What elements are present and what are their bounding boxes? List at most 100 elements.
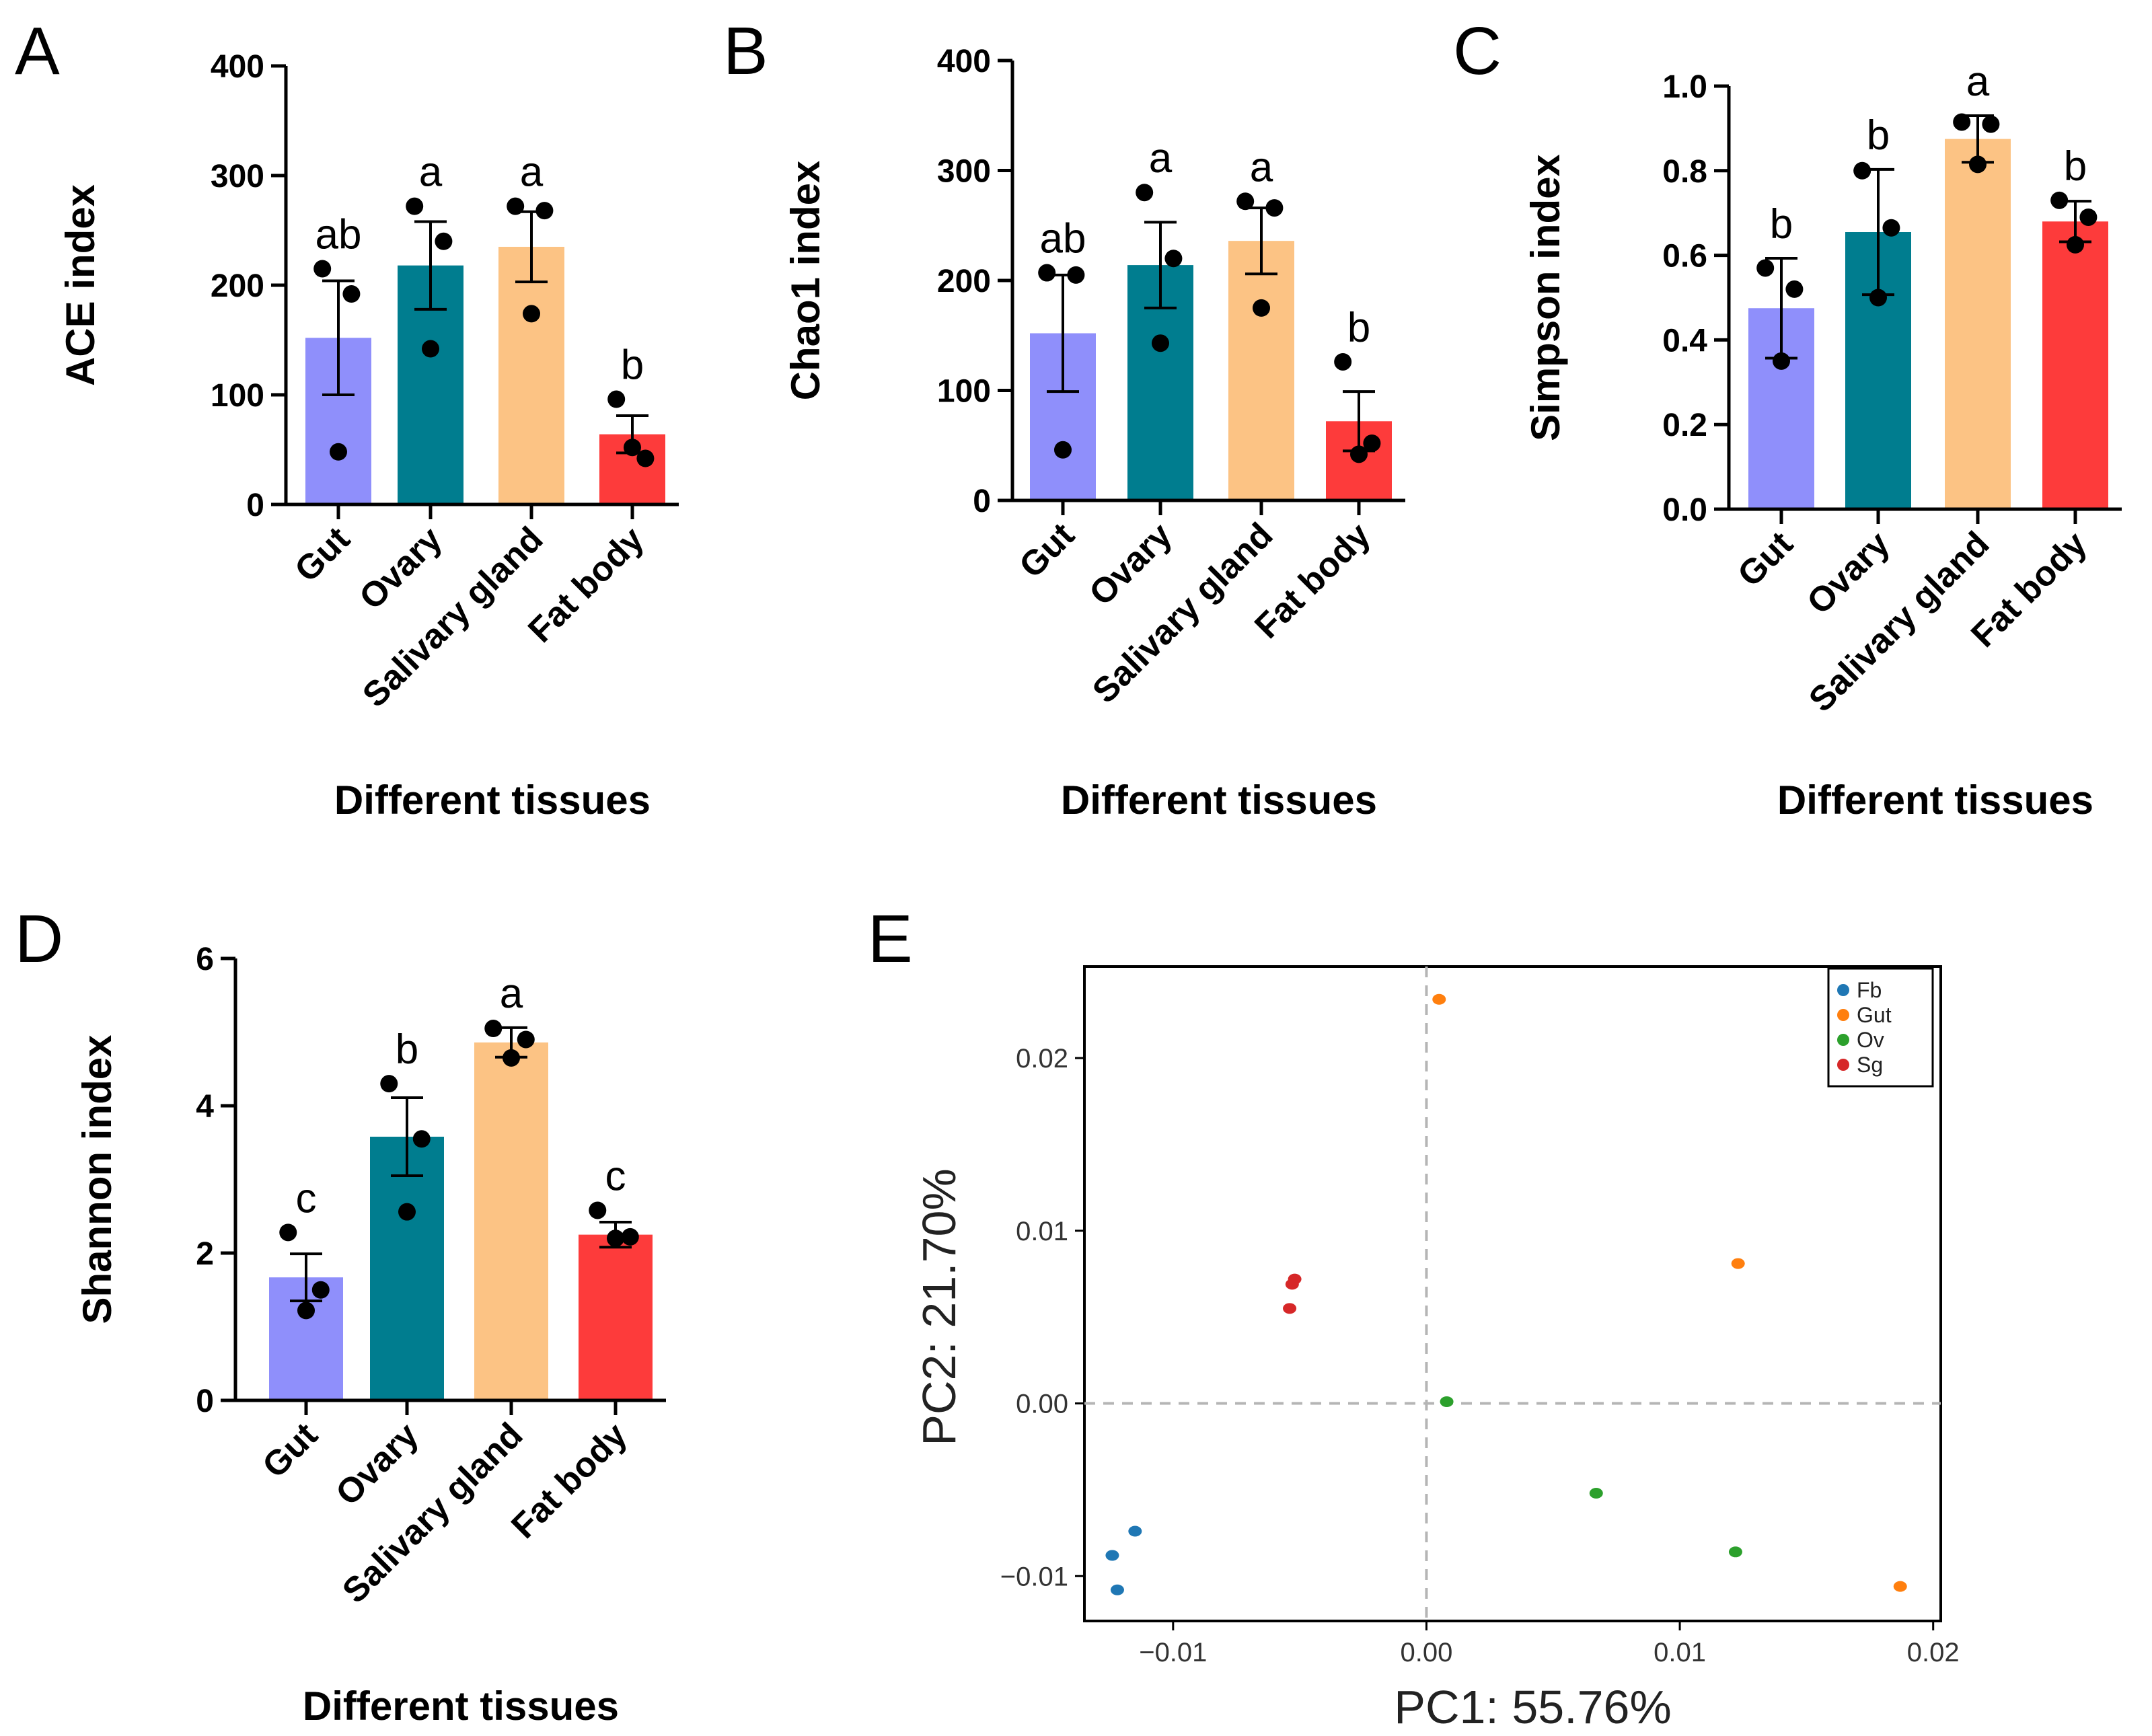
data-point-gut (1773, 352, 1790, 370)
significance-letter-salivary-gland: a (500, 971, 523, 1017)
y-axis-title: Shannon index (75, 1034, 120, 1324)
scatter-point-fb (1128, 1525, 1142, 1537)
y-tick-label: 300 (937, 154, 991, 190)
bar-salivary-gland (498, 246, 564, 504)
bar-salivary-gland (1945, 139, 2011, 509)
legend-label-gut: Gut (1857, 1003, 1892, 1027)
data-point-gut (313, 260, 332, 278)
x-tick-label-gut: Gut (287, 519, 357, 589)
significance-letter-ovary: b (1867, 112, 1890, 159)
bar-salivary-gland (474, 1042, 548, 1400)
data-point-ovary (1164, 250, 1183, 268)
panel-letter-b: B (723, 13, 768, 89)
data-point-fat-body (607, 390, 626, 408)
legend-marker-gut (1837, 1009, 1849, 1021)
data-point-salivary-gland (535, 202, 554, 220)
y-tick-label: 300 (211, 159, 264, 194)
data-point-gut (1054, 441, 1072, 459)
data-point-salivary-gland (1969, 155, 1987, 174)
data-point-fat-body (624, 439, 641, 457)
scatter-point-sg (1285, 1279, 1299, 1290)
significance-letter-gut: ab (316, 212, 362, 258)
data-point-salivary-gland (1265, 199, 1284, 217)
y-tick-label: 0 (973, 484, 991, 519)
x-axis-title: Different tissues (1777, 778, 2093, 823)
data-point-ovary (1152, 334, 1169, 352)
data-point-salivary-gland (1236, 192, 1255, 211)
significance-letter-ovary: a (419, 149, 443, 196)
significance-letter-salivary-gland: a (1250, 144, 1273, 190)
scatter-point-gut (1432, 993, 1446, 1005)
y-tick-label: 4 (196, 1089, 214, 1125)
significance-letter-gut: ab (1040, 216, 1086, 262)
x-tick-label-ovary: Ovary (1082, 515, 1179, 613)
data-point-ovary (435, 232, 453, 250)
y-tick-label: 100 (211, 378, 264, 414)
data-point-gut (297, 1301, 315, 1320)
data-point-fat-body (621, 1228, 639, 1246)
data-point-ovary (1136, 184, 1154, 202)
y-axis-title: Chao1 index (783, 161, 828, 401)
significance-letter-fat-body: c (605, 1153, 626, 1199)
bar-fat-body (579, 1234, 653, 1400)
data-point-salivary-gland (1953, 113, 1971, 131)
data-point-gut (279, 1223, 297, 1242)
panel-letter-c: C (1453, 13, 1501, 89)
pcoa-scatter-chart: −0.01 0.00 0.01 0.02 −0.01 0.00 0.01 0.02 FbGutO… (913, 965, 1960, 1733)
panel-letter-e: E (868, 901, 913, 977)
x-tick-label: 0.00 (1401, 1638, 1453, 1667)
legend-marker-fb (1837, 984, 1849, 996)
significance-letter-fat-body: b (1347, 305, 1370, 351)
x-tick-label-salivary-gland: Salivary gland (1802, 524, 1997, 719)
x-tick-label-ovary: Ovary (1799, 524, 1897, 621)
x-tick-label-fat-body: Fat body (504, 1415, 634, 1546)
data-point-gut (342, 285, 361, 303)
x-tick-label-ovary: Ovary (328, 1415, 426, 1513)
significance-letter-gut: b (1770, 201, 1793, 248)
y-axis-title: PC2: 21.70% (913, 1168, 965, 1445)
y-tick-label: 1.0 (1662, 69, 1707, 105)
plot-frame (1083, 965, 1942, 1622)
y-tick-label: 6 (196, 942, 214, 977)
panel-letters: A B C D E (15, 13, 1501, 977)
x-axis-title: Different tissues (303, 1684, 619, 1729)
scatter-point-ov (1440, 1396, 1454, 1407)
y-tick-label: 200 (937, 264, 991, 299)
data-point-fat-body (1363, 434, 1381, 452)
significance-letter-ovary: a (1149, 135, 1173, 182)
data-point-fat-body (607, 1230, 624, 1248)
x-axis-title: Different tissues (334, 778, 651, 823)
data-point-gut (1756, 259, 1775, 277)
legend-label-fb: Fb (1857, 978, 1882, 1002)
data-point-ovary (398, 1203, 416, 1221)
significance-letter-fat-body: b (2064, 143, 2087, 190)
x-axis-title: Different tissues (1061, 778, 1377, 823)
data-point-ovary (1882, 219, 1900, 237)
data-point-ovary (412, 1130, 431, 1148)
data-point-gut (1785, 280, 1804, 298)
panel-letter-d: D (15, 901, 63, 977)
legend-marker-sg (1837, 1059, 1849, 1071)
data-point-ovary (1869, 289, 1887, 307)
data-point-fat-body (2079, 208, 2098, 226)
significance-letter-ovary: b (396, 1026, 418, 1073)
y-tick-label: 0.8 (1662, 154, 1707, 190)
significance-letter-gut: c (296, 1175, 317, 1221)
x-tick-label-ovary: Ovary (352, 519, 449, 617)
scatter-point-fb (1105, 1550, 1119, 1561)
scatter-point-ov (1589, 1488, 1603, 1499)
scatter-point-gut (1893, 1581, 1907, 1592)
y-tick-label: 0.02 (1016, 1044, 1068, 1073)
y-tick-label: 0.00 (1016, 1390, 1068, 1419)
y-tick-label: 0.6 (1662, 239, 1707, 274)
significance-letter-salivary-gland: a (520, 149, 544, 196)
y-tick-label: 400 (937, 44, 991, 79)
legend-label-sg: Sg (1857, 1053, 1883, 1077)
x-tick-label: 0.02 (1907, 1638, 1960, 1667)
x-tick-label-salivary-gland: Salivary gland (355, 519, 550, 714)
